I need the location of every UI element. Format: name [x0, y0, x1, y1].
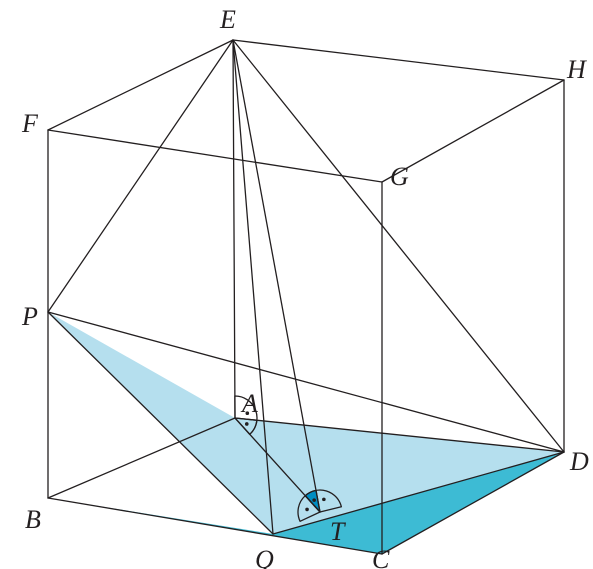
label-A: A	[240, 389, 258, 418]
label-Q: Q	[255, 545, 274, 569]
label-E: E	[219, 5, 236, 34]
label-D: D	[569, 447, 589, 476]
label-G: G	[390, 162, 409, 191]
label-B: B	[25, 505, 41, 534]
label-F: F	[21, 109, 39, 138]
label-C: C	[372, 545, 390, 569]
label-T: T	[330, 517, 346, 546]
label-P: P	[21, 302, 38, 331]
label-H: H	[566, 55, 587, 84]
